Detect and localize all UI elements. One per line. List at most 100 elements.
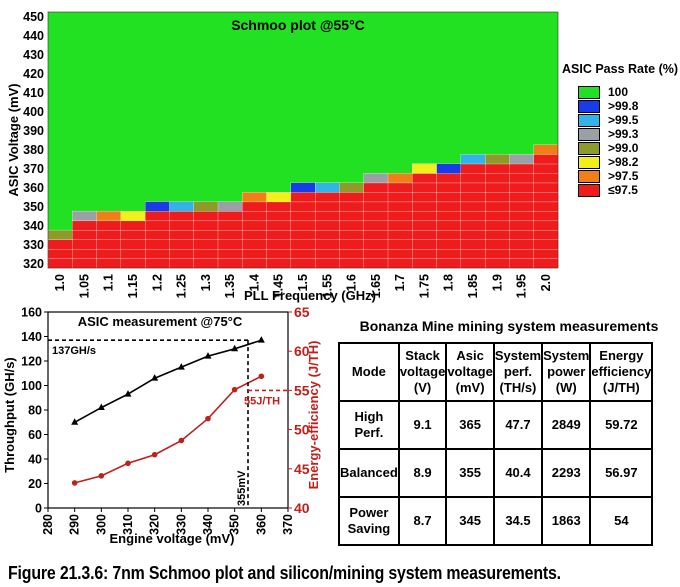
y-tick-label: 160 <box>21 306 42 320</box>
legend-swatch <box>578 142 600 155</box>
row-mode: Balanced <box>338 448 400 498</box>
header-text: Asic <box>456 348 484 363</box>
schmoo-cell <box>460 182 486 193</box>
schmoo-x-tick-label: 1.2 <box>150 274 164 291</box>
schmoo-cell <box>290 239 316 250</box>
throughput-line <box>74 339 262 424</box>
schmoo-cell <box>533 210 559 222</box>
legend-label: >99.0 <box>608 141 639 155</box>
y2-tick-label: 45 <box>294 461 310 477</box>
schmoo-cell <box>339 229 365 241</box>
schmoo-cell <box>290 182 316 193</box>
schmoo-frame <box>47 11 559 269</box>
header-text: power <box>547 364 586 379</box>
schmoo-cell <box>290 248 316 259</box>
schmoo-y-tick-label: 450 <box>23 10 44 24</box>
efficiency-point <box>178 437 185 444</box>
table-cell: 2293 <box>541 448 592 498</box>
table-cell: 345 <box>445 496 495 546</box>
table-cell: 34.5 <box>492 496 544 546</box>
schmoo-cell <box>484 248 510 259</box>
throughput-point <box>71 418 79 425</box>
schmoo-cell <box>412 191 438 203</box>
schmoo-cell <box>387 182 413 193</box>
schmoo-cell <box>96 220 122 231</box>
schmoo-y-tick-label: 360 <box>23 181 44 195</box>
schmoo-cell <box>314 182 340 193</box>
schmoo-x-tick-label: 1.7 <box>393 274 407 291</box>
schmoo-cell <box>314 239 340 250</box>
measurement-series <box>71 336 265 486</box>
row-mode: Power Saving <box>338 496 400 546</box>
header-text: efficiency <box>591 364 652 379</box>
measurement-y2-axis-label: Energy-efficiency (J/TH) <box>306 341 321 490</box>
schmoo-cell <box>363 182 389 193</box>
schmoo-cell <box>193 258 219 269</box>
schmoo-cell <box>266 210 292 222</box>
table-cell: 9.1 <box>397 400 448 450</box>
header-energy-efficiency: Energy efficiency (J/TH) <box>589 342 654 402</box>
schmoo-x-tick-label: 1.55 <box>320 274 334 298</box>
schmoo-cell <box>533 144 559 155</box>
schmoo-cell <box>47 248 73 259</box>
header-text: (J/TH) <box>602 380 640 395</box>
schmoo-y-tick-label: 380 <box>23 143 44 157</box>
throughput-point <box>204 352 212 359</box>
measurement-title: ASIC measurement @75°C <box>78 314 243 329</box>
y-tick-label: 20 <box>28 477 42 491</box>
header-text: voltage <box>447 364 493 379</box>
schmoo-cell <box>460 229 486 241</box>
schmoo-cell <box>412 173 438 184</box>
table-title: Bonanza Mine mining system measurements <box>359 318 659 334</box>
legend-label: >98.2 <box>608 155 639 169</box>
schmoo-cell <box>387 220 413 231</box>
schmoo-cell <box>387 201 413 212</box>
header-system-power: System power (W) <box>541 342 592 402</box>
schmoo-x-tick-label: 1.75 <box>417 274 431 298</box>
schmoo-cell <box>533 154 559 165</box>
schmoo-cell <box>533 239 559 250</box>
schmoo-cell <box>217 201 243 212</box>
y2-tick-label: 50 <box>294 422 310 438</box>
header-text: (TH/s) <box>499 380 537 395</box>
mining-system-table: Mode Stack voltage (V) Asic voltage (mV) Sys… <box>338 342 654 546</box>
schmoo-cell <box>96 210 122 222</box>
schmoo-cell <box>460 239 486 250</box>
schmoo-cell <box>290 220 316 231</box>
schmoo-cell <box>314 210 340 222</box>
y2-tick-label: 60 <box>294 343 310 359</box>
header-text: Stack <box>405 348 440 363</box>
schmoo-cell <box>314 220 340 231</box>
schmoo-y-tick-label: 410 <box>23 86 44 100</box>
x-tick-label: 290 <box>68 514 82 535</box>
schmoo-cell <box>290 258 316 269</box>
schmoo-cell <box>169 220 195 231</box>
schmoo-cell <box>436 201 462 212</box>
header-text: voltage <box>399 364 446 379</box>
header-text: (V) <box>413 380 432 395</box>
schmoo-cell <box>363 191 389 203</box>
table-cell: 54 <box>589 496 654 546</box>
mode-text: Perf. <box>354 425 384 440</box>
table-cell: 40.4 <box>492 448 544 498</box>
asic-measurement-chart: 280 290 300 310 320 330 340 350 360 370 0 20 40 60 80 1… <box>2 304 321 546</box>
schmoo-cell <box>217 220 243 231</box>
schmoo-y-tick-label: 400 <box>23 105 44 119</box>
measurement-plot-border <box>47 311 289 509</box>
header-text: System <box>494 348 542 363</box>
legend-label: >99.8 <box>608 99 639 113</box>
header-text: Energy <box>599 348 644 363</box>
schmoo-cell <box>387 210 413 222</box>
schmoo-x-tick-label: 1.15 <box>126 274 140 298</box>
schmoo-cell <box>533 220 559 231</box>
schmoo-cell <box>144 248 170 259</box>
measurement-plot-frame <box>47 311 289 509</box>
efficiency-annotation: 55J/TH <box>244 395 280 407</box>
schmoo-cell <box>339 239 365 250</box>
schmoo-cell <box>339 182 365 193</box>
voltage-annotation: 355mV <box>236 470 248 506</box>
schmoo-cell <box>484 220 510 231</box>
figure-caption: Figure 21.3.6: 7nm Schmoo plot and silic… <box>8 562 561 583</box>
schmoo-cell <box>144 229 170 241</box>
schmoo-y-axis-label: ASIC Voltage (mV) <box>6 83 21 196</box>
